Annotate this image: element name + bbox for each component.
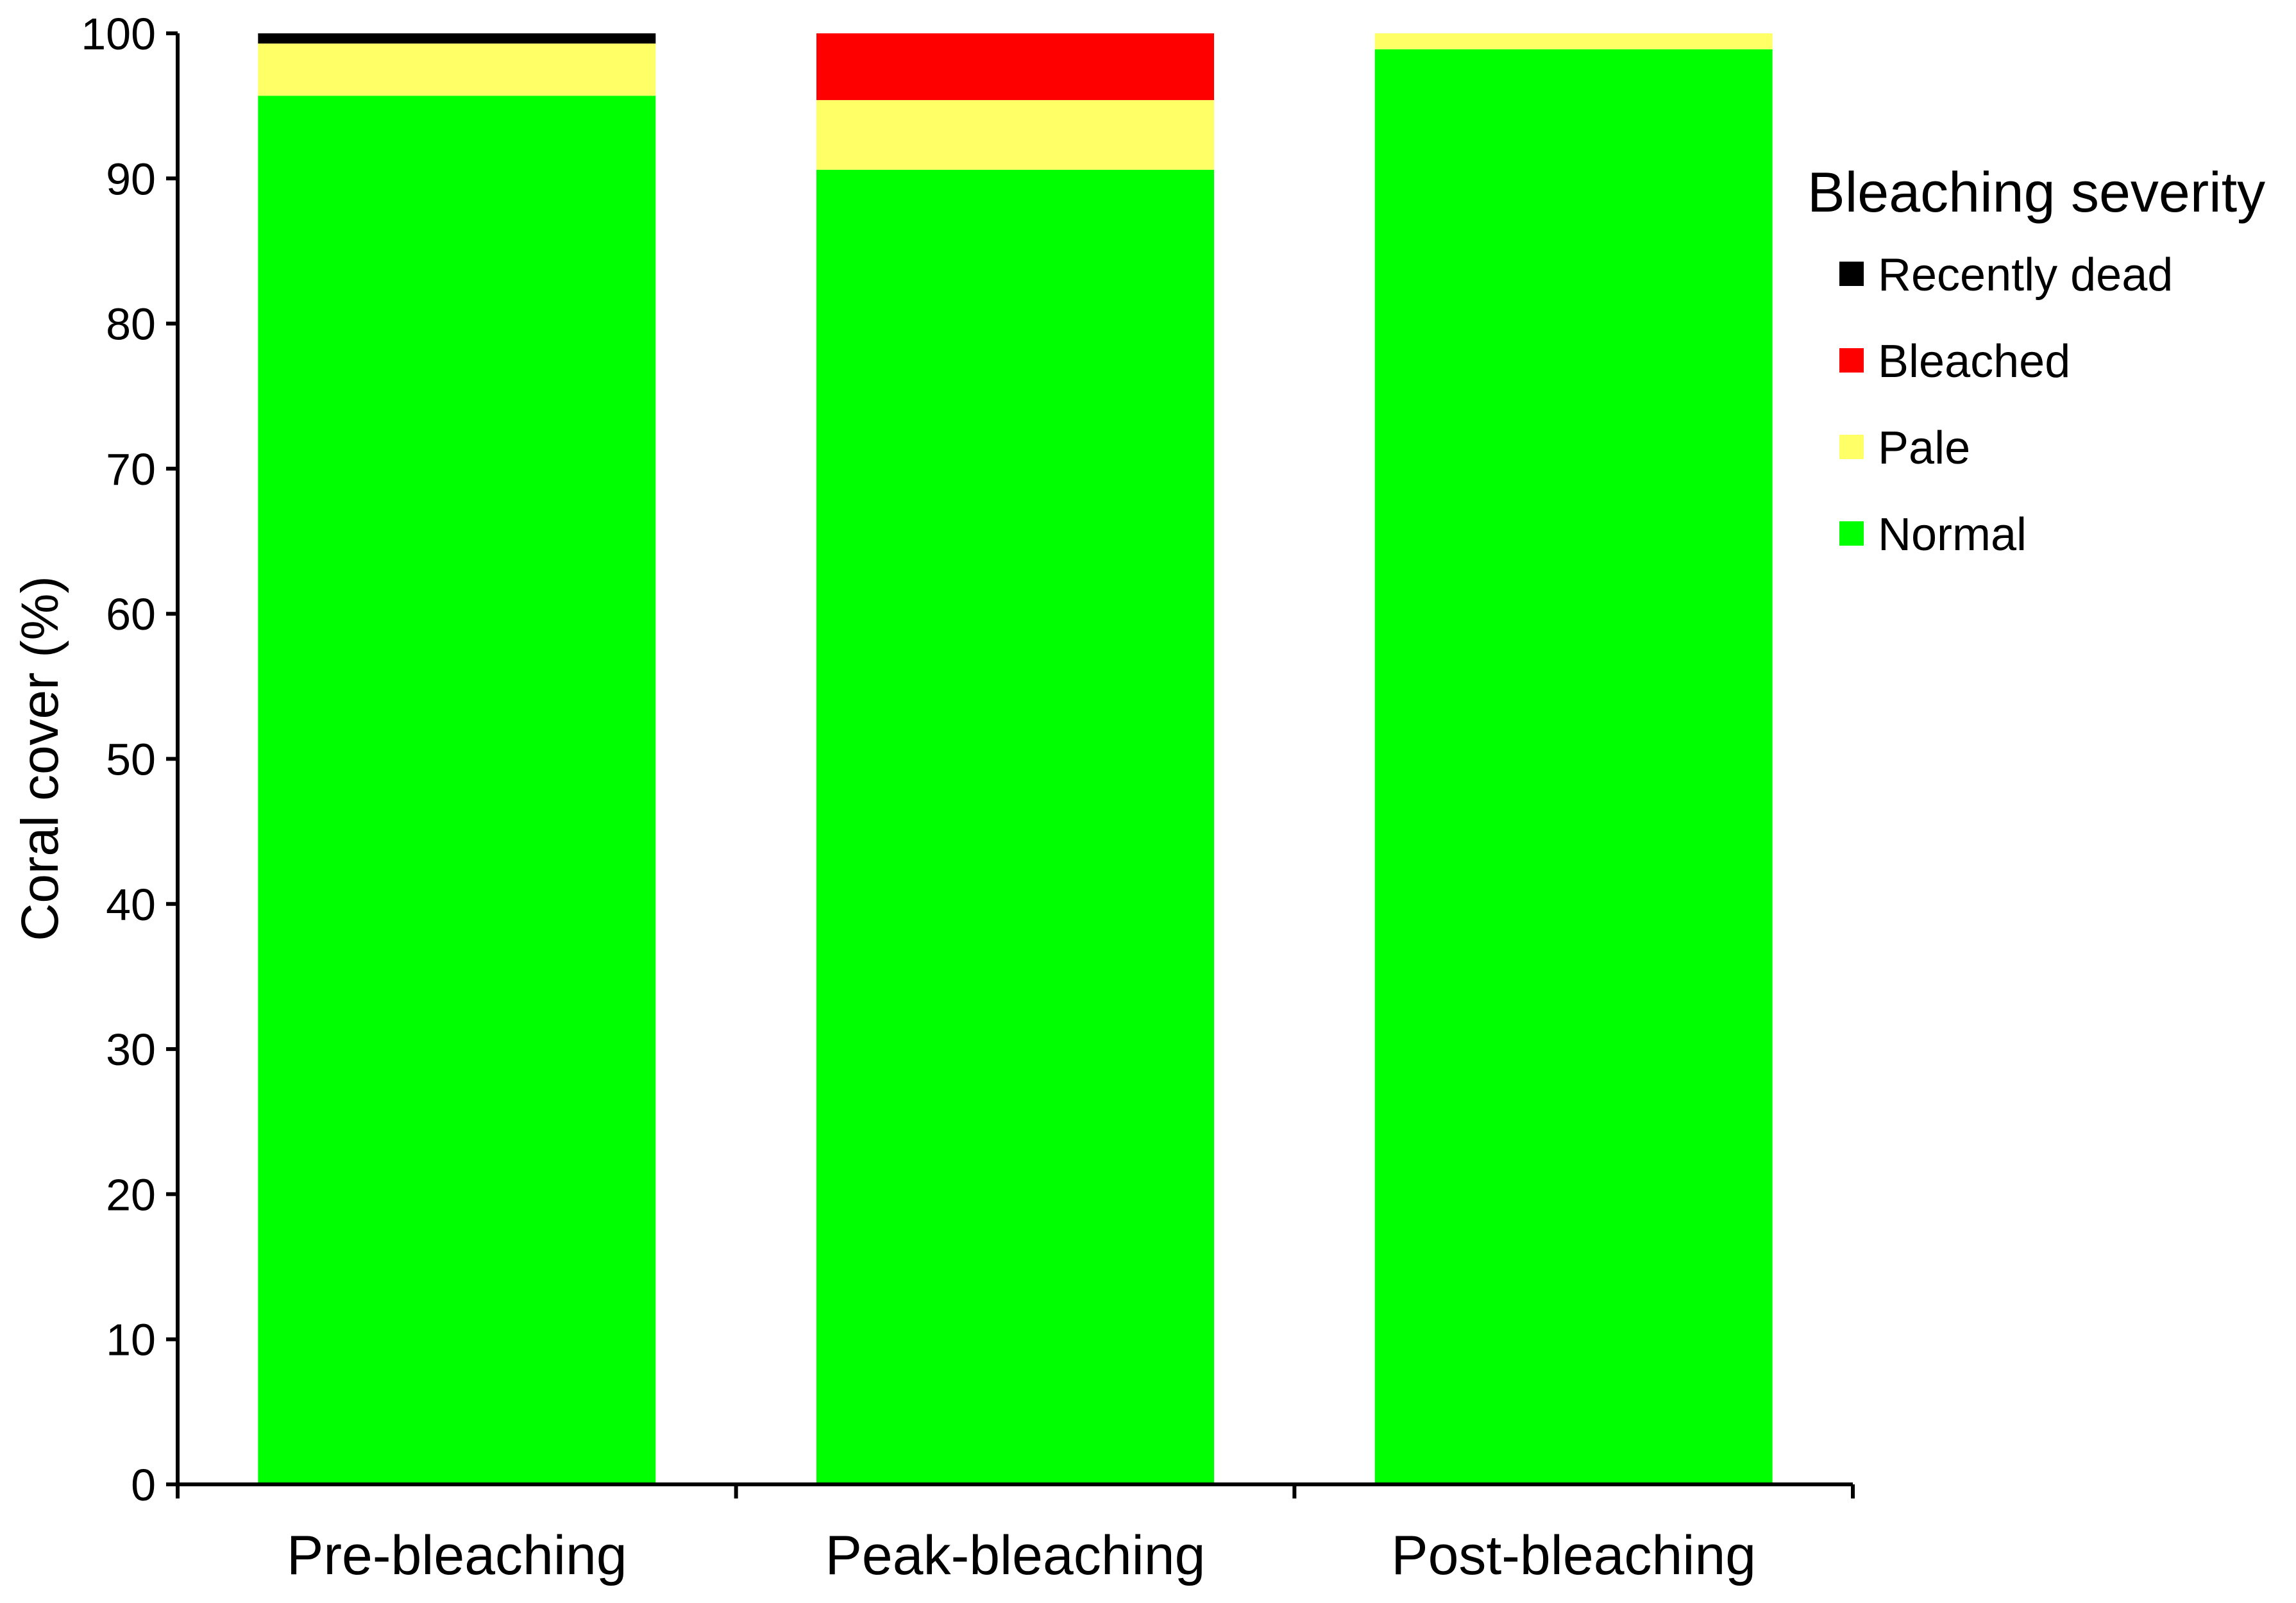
legend-label-normal: Normal xyxy=(1878,509,2027,560)
y-tick-label: 50 xyxy=(106,735,156,785)
bar-segment-bleached-2 xyxy=(816,33,1214,101)
y-tick-label: 20 xyxy=(106,1170,156,1220)
x-category-label: Peak-bleaching xyxy=(825,1525,1206,1586)
y-tick-label: 40 xyxy=(106,880,156,930)
bar-segment-recently-dead-1 xyxy=(258,33,656,44)
y-tick-label: 60 xyxy=(106,589,156,639)
legend-swatch-normal xyxy=(1839,521,1864,546)
bar-segment-pale-2 xyxy=(816,100,1214,170)
y-tick-label: 90 xyxy=(106,154,156,204)
y-ticks-layer: 0 10 20 30 40 50 60 70 80 90 100 xyxy=(81,9,178,1510)
legend-label-bleached: Bleached xyxy=(1878,336,2070,387)
bar-segment-normal-2 xyxy=(816,169,1214,1485)
legend: Bleaching severity Recently dead Bleached… xyxy=(1807,160,2265,560)
y-tick-label: 100 xyxy=(81,9,156,59)
x-ticks-layer: Pre-bleaching Peak-bleaching Post-bleachin… xyxy=(176,1484,1855,1586)
bars-layer xyxy=(258,33,1773,1485)
y-axis-title: Coral cover (%) xyxy=(11,576,69,941)
bar-segment-normal-3 xyxy=(1374,49,1773,1484)
x-category-label: Pre-bleaching xyxy=(287,1525,627,1586)
y-tick-label: 70 xyxy=(106,444,156,494)
legend-title: Bleaching severity xyxy=(1807,160,2265,224)
legend-swatch-recently-dead xyxy=(1839,262,1864,286)
y-tick-label: 0 xyxy=(131,1460,156,1510)
bar-segment-pale-3 xyxy=(1374,33,1773,49)
y-tick-label: 10 xyxy=(106,1315,156,1365)
bar-segment-pale-1 xyxy=(258,43,656,96)
legend-swatch-pale xyxy=(1839,435,1864,459)
legend-label-pale: Pale xyxy=(1878,423,1970,474)
legend-label-recently-dead: Recently dead xyxy=(1878,249,2173,301)
y-tick-label: 30 xyxy=(106,1025,156,1075)
legend-swatch-bleached xyxy=(1839,348,1864,373)
x-category-label: Post-bleaching xyxy=(1391,1525,1756,1586)
y-tick-label: 80 xyxy=(106,299,156,349)
bar-segment-normal-1 xyxy=(258,96,656,1484)
